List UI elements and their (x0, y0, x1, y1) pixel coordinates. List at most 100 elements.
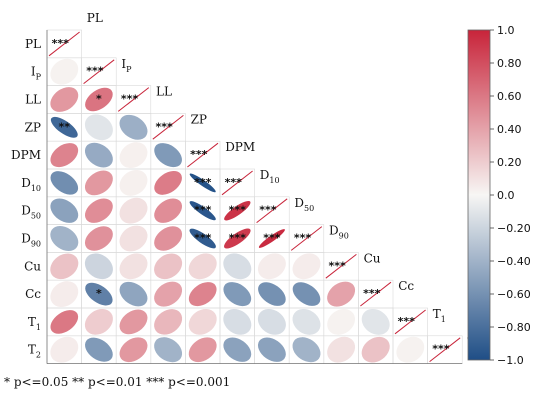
row-label: Cc (25, 287, 41, 301)
correlation-ellipse (257, 308, 286, 335)
cell-significance: *** (229, 204, 247, 217)
row-label: D10 (21, 176, 41, 193)
correlation-ellipse (84, 198, 113, 223)
correlation-ellipse (84, 142, 113, 168)
correlation-ellipse (119, 142, 148, 169)
correlation-ellipse (189, 201, 216, 221)
diagonal-significance: *** (398, 315, 416, 328)
cell-significance: *** (194, 204, 212, 217)
correlation-ellipse (119, 169, 148, 196)
correlation-ellipse (154, 226, 183, 251)
column-label-subscript: 1 (441, 315, 446, 324)
diagonal-significance: *** (155, 120, 173, 133)
column-label-base: D (294, 196, 304, 210)
diagonal-significance: *** (121, 93, 139, 106)
correlation-ellipse (50, 171, 79, 195)
row-label: T2 (28, 343, 41, 360)
correlation-ellipse (327, 281, 356, 307)
row-label: LL (25, 93, 41, 107)
row-label-base: I (31, 65, 36, 79)
column-label: T1 (433, 307, 446, 324)
correlation-ellipse (223, 282, 252, 307)
row-label: T1 (28, 315, 41, 332)
column-label: Cc (398, 279, 414, 293)
column-label: ZP (191, 112, 207, 126)
cell-significance: *** (263, 232, 281, 245)
correlation-ellipse (361, 308, 390, 335)
correlation-ellipse (85, 282, 113, 306)
correlation-ellipse (84, 309, 113, 335)
diagonal-significance: *** (294, 232, 312, 245)
column-label: DPM (225, 140, 255, 154)
correlation-ellipse (119, 337, 148, 363)
colorbar-tick-label: −0.60 (497, 288, 531, 301)
correlation-ellipse (292, 282, 321, 306)
correlation-ellipse (50, 336, 79, 363)
correlation-ellipse (189, 173, 216, 193)
significance-footnote: * p<=0.05 ** p<=0.01 *** p<=0.001 (4, 375, 230, 389)
column-label-base: ZP (191, 112, 207, 126)
diagonal-significance: *** (52, 37, 70, 50)
row-label-base: T (28, 343, 36, 357)
correlation-ellipse (119, 114, 148, 140)
correlation-ellipse (188, 253, 217, 280)
row-label-base: T (28, 315, 36, 329)
correlation-ellipse (50, 58, 79, 85)
correlation-ellipse (84, 226, 113, 251)
diagonal-line (256, 198, 288, 223)
diagonal-line (290, 226, 323, 251)
correlation-ellipse (119, 309, 148, 335)
row-label: ZP (25, 120, 41, 134)
correlation-ellipse (119, 197, 148, 224)
row-label: Cu (24, 259, 41, 273)
correlation-ellipse (188, 282, 217, 307)
column-label: D90 (329, 224, 349, 241)
row-label-base: D (21, 232, 31, 246)
row-label-subscript: 50 (31, 212, 41, 221)
cell-significance: *** (194, 176, 212, 189)
correlation-ellipse (292, 337, 321, 363)
row-label: PL (25, 37, 41, 51)
column-label-subscript: 50 (304, 204, 314, 213)
colorbar-gradient (467, 29, 491, 361)
correlation-ellipse (50, 281, 79, 308)
diagonal-significance: *** (432, 343, 450, 356)
cell-significance: *** (229, 232, 247, 245)
colorbar-tick-label: 0.60 (497, 90, 522, 103)
row-label-base: ZP (25, 120, 41, 134)
cell-significance: * (96, 93, 102, 106)
correlation-ellipse (327, 336, 356, 363)
diagonal-line (187, 142, 219, 168)
colorbar-tick-label: 0.80 (497, 57, 522, 70)
row-label-base: LL (25, 93, 41, 107)
diagonal-significance: *** (328, 259, 346, 272)
correlation-ellipse (50, 310, 79, 334)
column-label: Cu (364, 251, 381, 265)
column-label-base: Cc (398, 279, 414, 293)
row-label-base: Cu (24, 259, 41, 273)
footnote-text: * p<=0.05 ** p<=0.01 *** p<=0.001 (4, 375, 231, 389)
correlation-ellipse (292, 308, 321, 335)
row-label: D90 (21, 232, 41, 249)
column-label: LL (156, 85, 172, 99)
row-label-subscript: 2 (36, 351, 41, 360)
correlation-ellipse (119, 281, 148, 307)
row-label-base: Cc (25, 287, 41, 301)
colorbar-tick-label: 0.20 (497, 156, 522, 169)
row-label: D50 (21, 204, 41, 221)
row-label-subscript: P (36, 73, 42, 82)
column-label-base: Cu (364, 251, 381, 265)
correlation-ellipse (361, 336, 390, 363)
column-label: PL (87, 11, 103, 25)
column-label-base: DPM (225, 140, 255, 154)
correlation-ellipse (257, 253, 286, 280)
diagonal-line (221, 170, 253, 196)
correlation-ellipse (224, 200, 251, 221)
cell-significance: * (96, 287, 102, 300)
column-label-base: PL (87, 11, 103, 25)
column-label: D50 (294, 196, 314, 213)
correlation-ellipse (327, 308, 356, 335)
row-label-subscript: 10 (31, 184, 41, 193)
diagonal-significance: *** (259, 204, 277, 217)
